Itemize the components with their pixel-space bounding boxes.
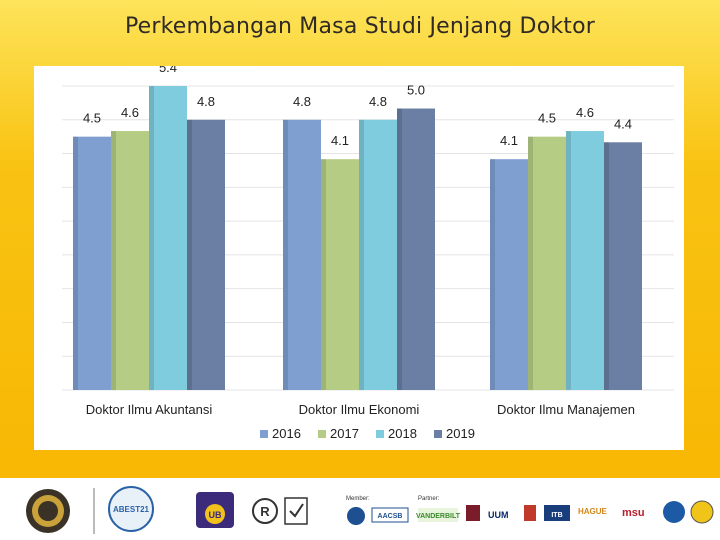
bar-2017-1 (321, 159, 359, 390)
legend-label-2016: 2016 (272, 426, 301, 441)
chart-panel: 4.5 4.6 5.4 4.8 Doktor Ilmu Akuntansi 4.8 4.1 4… (34, 66, 684, 450)
footer-logo-strip: ABEST21 UB R Member: AACSB Partner (0, 478, 720, 540)
bar-shade (187, 119, 192, 391)
legend-label-2019: 2019 (446, 426, 475, 441)
data-label: 4.5 (538, 111, 556, 126)
data-label: 4.8 (293, 94, 311, 109)
bar-2017-2 (528, 136, 566, 390)
legend-label-2018: 2018 (388, 426, 417, 441)
bar-2016-0 (73, 136, 111, 390)
ub-badge-logo: UB (196, 492, 234, 528)
svg-text:msu: msu (622, 507, 645, 519)
svg-text:Partner:: Partner: (418, 496, 440, 502)
bar-2018-2 (566, 131, 604, 390)
data-label: 4.8 (197, 94, 215, 109)
data-label: 4.6 (121, 105, 139, 120)
legend-swatch-2018 (376, 430, 384, 438)
university-seal-icon (26, 489, 70, 533)
svg-text:UB: UB (209, 510, 222, 520)
bar-2019-0 (187, 119, 225, 391)
svg-text:VANDERBILT: VANDERBILT (416, 513, 461, 520)
bar-shade (283, 119, 288, 391)
legend-swatch-2016 (260, 430, 268, 438)
certification-logo: R (252, 497, 308, 525)
data-label: 4.5 (83, 111, 101, 126)
data-label: 5.0 (407, 83, 425, 98)
bar-2016-1 (283, 119, 321, 391)
partner-crests: UUM ITB HAGUE msu (466, 500, 714, 524)
bar-chart: 4.5 4.6 5.4 4.8 Doktor Ilmu Akuntansi 4.8 4.1 4… (62, 66, 674, 441)
legend-swatch-2019 (434, 430, 442, 438)
x-tick-label: Doktor Ilmu Akuntansi (86, 402, 213, 417)
svg-text:AACSB: AACSB (378, 513, 403, 520)
svg-text:R: R (260, 504, 270, 519)
bar-2016-2 (490, 159, 528, 390)
member-logos: Member: AACSB Partner: VANDERBILT (346, 496, 461, 525)
bar-2019-1 (397, 108, 435, 390)
data-label: 4.6 (576, 105, 594, 120)
legend-swatch-2017 (318, 430, 326, 438)
bar-shade (359, 119, 364, 391)
bar-shade (111, 131, 116, 390)
abest21-logo: ABEST21 (108, 486, 154, 532)
slide-title: Perkembangan Masa Studi Jenjang Doktor (124, 14, 596, 39)
x-tick-label: Doktor Ilmu Ekonomi (299, 402, 420, 417)
bar-shade (490, 159, 495, 390)
bar-2019-2 (604, 142, 642, 390)
svg-text:ABEST21: ABEST21 (113, 505, 150, 514)
bar-shade (73, 136, 78, 390)
footer-logos: ABEST21 UB R Member: AACSB Partner (26, 486, 714, 534)
svg-text:UUM: UUM (488, 510, 509, 520)
svg-text:Member:: Member: (346, 496, 370, 502)
data-label: 4.8 (369, 94, 387, 109)
data-label: 4.1 (331, 133, 349, 148)
data-label: 4.1 (500, 133, 518, 148)
bar-2018-0 (149, 86, 187, 390)
svg-text:HAGUE: HAGUE (578, 507, 608, 516)
bar-shade (566, 131, 571, 390)
bar-2018-1 (359, 119, 397, 391)
svg-text:ITB: ITB (551, 512, 562, 519)
data-label: 5.4 (159, 66, 177, 75)
bar-shade (321, 159, 326, 390)
bar-2017-0 (111, 131, 149, 390)
bar-shade (397, 108, 402, 390)
legend-label-2017: 2017 (330, 426, 359, 441)
bar-shade (149, 86, 154, 390)
x-tick-label: Doktor Ilmu Manajemen (497, 402, 635, 417)
bar-shade (528, 136, 533, 390)
data-label: 4.4 (614, 116, 632, 131)
bar-shade (604, 142, 609, 390)
